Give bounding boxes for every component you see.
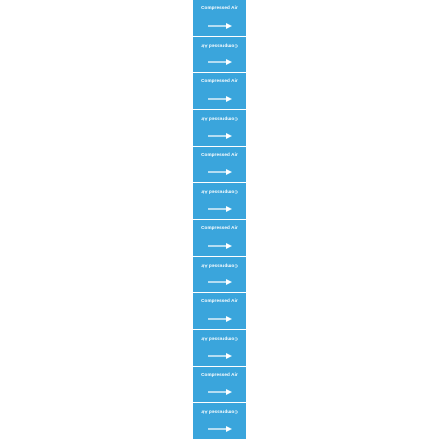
marker-label: Compressed Air [201,225,238,231]
marker-segment: Compressed Air [193,0,246,36]
arrow-right-icon [207,95,233,103]
marker-label: Compressed Air [201,263,238,269]
marker-label: Compressed Air [201,298,238,304]
marker-label: Compressed Air [201,43,238,49]
arrow-right-icon [207,388,233,396]
marker-label: Compressed Air [201,78,238,84]
arrow-right-icon [207,22,233,30]
marker-label: Compressed Air [201,116,238,122]
marker-segment: Compressed Air [193,256,246,293]
arrow-right-icon [207,132,233,140]
marker-segment: Compressed Air [193,366,246,403]
marker-segment: Compressed Air [193,220,246,256]
marker-segment: Compressed Air [193,73,246,110]
arrow-right-icon [207,168,233,176]
marker-label: Compressed Air [201,371,238,377]
arrow-right-icon [207,242,233,250]
marker-segment: Compressed Air [193,293,246,330]
arrow-right-icon [207,278,233,286]
marker-label: Compressed Air [201,151,238,157]
marker-segment: Compressed Air [193,183,246,220]
marker-segment: Compressed Air [193,110,246,146]
arrow-right-icon [207,58,233,66]
arrow-right-icon [207,352,233,360]
marker-segment: Compressed Air [193,36,246,73]
arrow-right-icon [207,425,233,433]
marker-label: Compressed Air [201,336,238,342]
marker-label: Compressed Air [201,409,238,415]
marker-segment: Compressed Air [193,330,246,366]
pipe-marker-strip: Compressed Air Compressed Air Compressed A… [193,0,246,439]
marker-segment: Compressed Air [193,403,246,439]
marker-label: Compressed Air [201,5,238,10]
arrow-right-icon [207,205,233,213]
arrow-right-icon [207,315,233,323]
marker-segment: Compressed Air [193,146,246,183]
marker-label: Compressed Air [201,189,238,195]
